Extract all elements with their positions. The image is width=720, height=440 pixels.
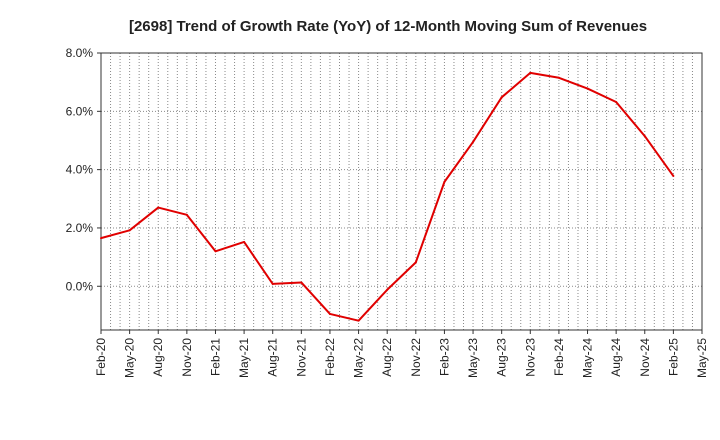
x-tick-label: Feb-23: [437, 338, 451, 376]
data-point: [472, 140, 475, 143]
data-point: [100, 237, 102, 240]
x-tick-label: Feb-25: [666, 338, 680, 376]
grid: [101, 52, 702, 330]
data-point: [157, 206, 160, 209]
y-tick-label: 2.0%: [66, 221, 94, 235]
y-tick-label: 6.0%: [66, 104, 94, 118]
data-point: [414, 261, 417, 264]
x-tick-label: May-21: [237, 338, 251, 378]
y-tick-label: 4.0%: [66, 163, 94, 177]
data-point: [500, 96, 503, 99]
x-tick-label: Feb-21: [208, 338, 222, 376]
series-layer: [100, 71, 675, 322]
x-tick-label: Nov-23: [523, 338, 537, 377]
data-point: [185, 213, 188, 216]
x-tick-label: May-23: [466, 338, 480, 378]
x-tick-label: Nov-20: [180, 338, 194, 377]
x-tick-label: Aug-24: [609, 338, 623, 377]
y-tick-labels: 0.0% 2.0% 4.0% 6.0% 8.0%: [66, 46, 94, 293]
x-tick-label: May-20: [123, 338, 137, 378]
x-tick-label: May-25: [695, 338, 709, 378]
x-tick-label: Aug-20: [151, 338, 165, 377]
x-tick-label: Aug-22: [380, 338, 394, 377]
y-tick-label: 0.0%: [66, 279, 94, 293]
data-point: [243, 240, 246, 243]
data-point: [357, 319, 360, 322]
x-tick-label: Feb-22: [323, 338, 337, 376]
data-point: [586, 87, 589, 90]
x-tick-label: Aug-21: [266, 338, 280, 377]
data-point: [615, 100, 618, 103]
data-point: [443, 180, 446, 183]
x-tick-label: Nov-21: [294, 338, 308, 377]
data-point: [214, 250, 217, 253]
axes: [97, 52, 703, 334]
y-tick-label: 8.0%: [66, 46, 94, 60]
x-tick-label: May-22: [352, 338, 366, 378]
data-point: [128, 229, 131, 232]
chart-title: [2698] Trend of Growth Rate (YoY) of 12-…: [129, 18, 647, 35]
x-tick-label: Feb-24: [552, 338, 566, 376]
data-point: [300, 281, 303, 284]
x-tick-label: Aug-23: [495, 338, 509, 377]
data-point: [643, 135, 646, 138]
data-point: [672, 175, 675, 178]
data-point: [557, 76, 560, 79]
data-point: [271, 282, 274, 285]
x-tick-label: Nov-24: [638, 338, 652, 377]
x-tick-label: May-24: [581, 338, 595, 378]
x-tick-label: Feb-20: [94, 338, 108, 376]
x-tick-label: Nov-22: [409, 338, 423, 377]
data-point: [328, 312, 331, 315]
data-point: [386, 288, 389, 291]
plot-frame: [100, 52, 703, 331]
x-tick-labels: Feb-20 May-20 Aug-20 Nov-20 Feb-21 May-21 Aug-…: [94, 338, 709, 378]
data-point: [529, 71, 532, 74]
